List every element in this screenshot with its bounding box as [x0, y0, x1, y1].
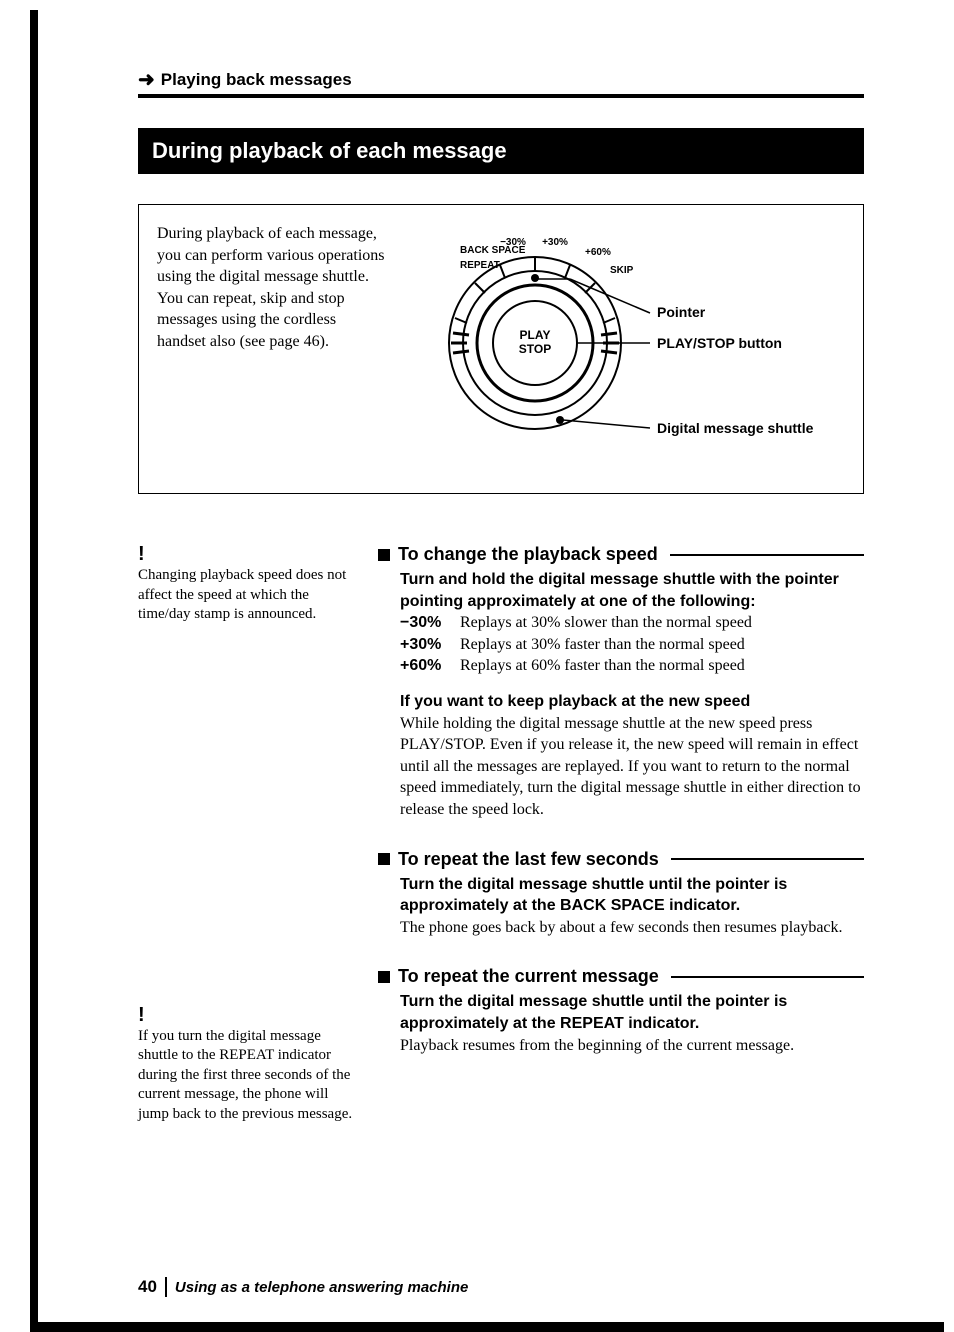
speed-val: Replays at 60% faster than the normal sp…	[460, 655, 745, 677]
body: The phone goes back by about a few secon…	[400, 917, 864, 939]
arrow-right-icon: ➜	[138, 70, 155, 90]
section-repeat-current: To repeat the current message Turn the d…	[378, 966, 864, 1056]
square-bullet-icon	[378, 853, 390, 865]
diagram-box: During playback of each message, you can…	[138, 204, 864, 494]
speed-val: Replays at 30% slower than the normal sp…	[460, 612, 752, 634]
label-repeat: REPEAT	[460, 260, 500, 271]
section-change-speed: To change the playback speed Turn and ho…	[378, 544, 864, 821]
callout-pointer: Pointer	[657, 304, 706, 320]
page: ➜ Playing back messages During playback …	[30, 10, 944, 1332]
body: Playback resumes from the beginning of t…	[400, 1035, 864, 1057]
section-title-text: To change the playback speed	[398, 544, 658, 565]
note-speed-text: Changing playback speed does not affect …	[138, 566, 358, 625]
speed-row: −30% Replays at 30% slower than the norm…	[400, 612, 864, 634]
diagram-intro: During playback of each message, you can…	[157, 223, 385, 463]
speed-row: +30% Replays at 30% faster than the norm…	[400, 634, 864, 656]
square-bullet-icon	[378, 549, 390, 561]
label-play: PLAY	[520, 328, 551, 342]
sub-body: While holding the digital message shuttl…	[400, 713, 864, 821]
page-number: 40	[138, 1277, 167, 1297]
shuttle-diagram: PLAY STOP BACK SPACE REPEAT −30% +30% +6…	[405, 223, 845, 463]
speed-val: Replays at 30% faster than the normal sp…	[460, 634, 745, 656]
note-repeat: ! If you turn the digital message shuttl…	[138, 1005, 358, 1125]
breadcrumb: ➜ Playing back messages	[138, 70, 864, 98]
speed-row: +60% Replays at 60% faster than the norm…	[400, 655, 864, 677]
label-stop: STOP	[519, 342, 551, 356]
section-title-text: To repeat the current message	[398, 966, 659, 987]
title-rule	[671, 858, 864, 860]
main-content: To change the playback speed Turn and ho…	[378, 544, 864, 1174]
note-speed: ! Changing playback speed does not affec…	[138, 544, 358, 625]
lead: Turn the digital message shuttle until t…	[400, 874, 864, 917]
label-skip: SKIP	[610, 265, 634, 276]
speed-key: −30%	[400, 612, 450, 634]
callout-shuttle: Digital message shuttle	[657, 420, 814, 436]
bang-icon: !	[138, 544, 358, 564]
section-repeat-seconds: To repeat the last few seconds Turn the …	[378, 849, 864, 939]
title-rule	[670, 554, 864, 556]
bang-icon: !	[138, 1005, 358, 1025]
section-title: During playback of each message	[138, 128, 864, 174]
sub-title: If you want to keep playback at the new …	[400, 691, 864, 713]
callout-playstop: PLAY/STOP button	[657, 335, 782, 351]
page-footer: 40 Using as a telephone answering machin…	[138, 1277, 468, 1297]
note-repeat-text: If you turn the digital message shuttle …	[138, 1027, 358, 1125]
lead: Turn and hold the digital message shuttl…	[400, 569, 864, 612]
breadcrumb-label: Playing back messages	[161, 70, 352, 90]
section-title-text: To repeat the last few seconds	[398, 849, 659, 870]
label-minus30: −30%	[500, 237, 526, 248]
footer-text: Using as a telephone answering machine	[175, 1279, 468, 1296]
square-bullet-icon	[378, 971, 390, 983]
speed-key: +60%	[400, 655, 450, 677]
label-plus60: +60%	[585, 247, 611, 258]
sidebar-notes: ! Changing playback speed does not affec…	[138, 544, 358, 1174]
lead: Turn the digital message shuttle until t…	[400, 991, 864, 1034]
title-rule	[671, 976, 864, 978]
label-plus30: +30%	[542, 237, 568, 248]
content-columns: ! Changing playback speed does not affec…	[138, 544, 864, 1174]
speed-key: +30%	[400, 634, 450, 656]
